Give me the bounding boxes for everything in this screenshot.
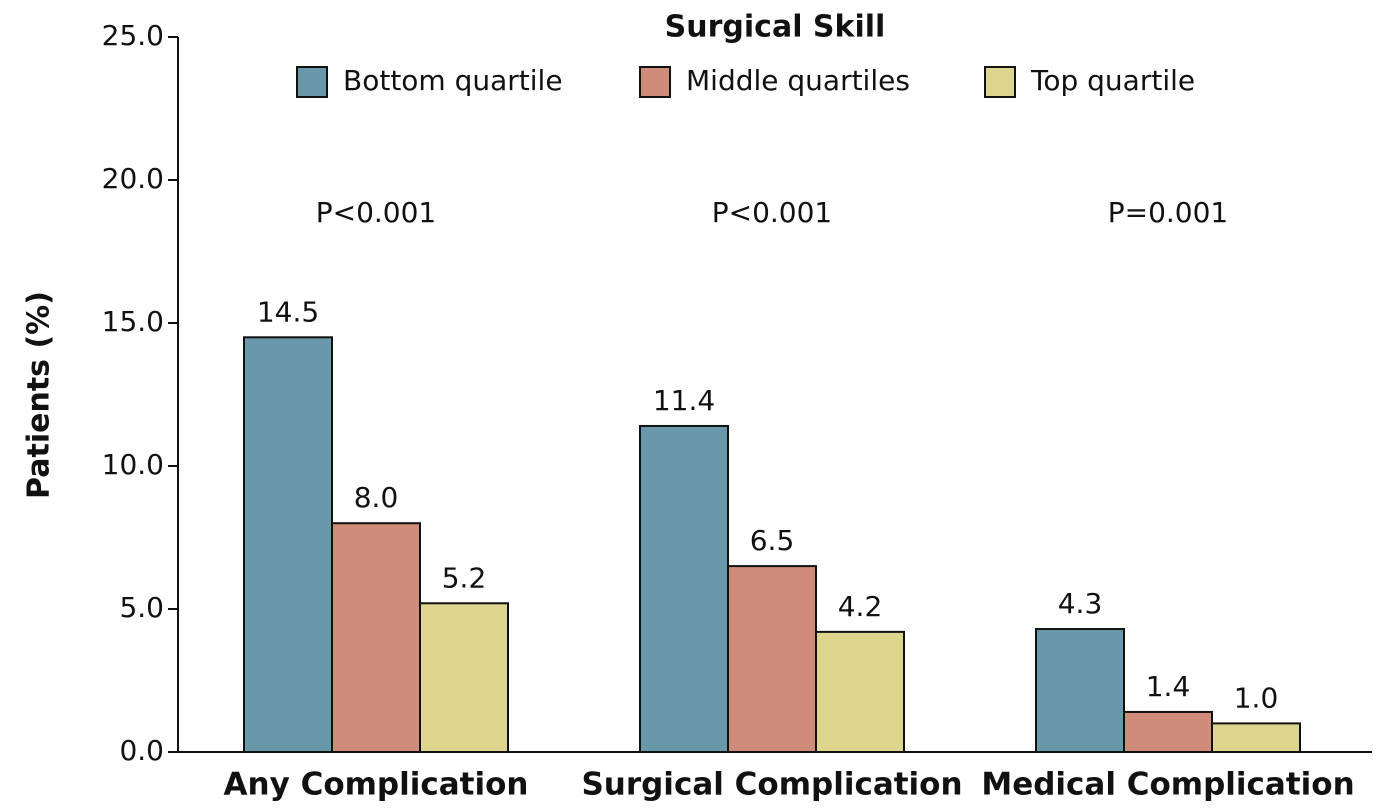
legend-swatch: [296, 66, 328, 98]
y-tick-label: 0.0: [119, 734, 164, 767]
annotation: P<0.001: [712, 196, 833, 229]
x-tick-label: Surgical Complication: [581, 767, 962, 803]
data-label: 4.3: [1058, 587, 1103, 620]
annotation: P<0.001: [316, 196, 437, 229]
bar: [1211, 722, 1301, 754]
data-label: 8.0: [354, 481, 399, 514]
bar: [419, 602, 509, 754]
bar: [815, 630, 905, 754]
annotation: P=0.001: [1108, 196, 1229, 229]
y-axis-label: Patients (%): [22, 291, 57, 499]
data-label: 1.4: [1146, 670, 1191, 703]
y-tick-label: 20.0: [102, 162, 164, 195]
legend-title: Surgical Skill: [665, 10, 886, 45]
bar: [639, 424, 729, 753]
x-tick-label: Any Complication: [224, 767, 529, 803]
data-label: 14.5: [257, 295, 319, 328]
bar: [1035, 628, 1125, 754]
x-tick-label: Medical Complication: [981, 767, 1354, 803]
y-tick-label: 15.0: [102, 305, 164, 338]
legend-label: Middle quartiles: [686, 64, 910, 97]
bar: [331, 522, 421, 754]
data-label: 11.4: [653, 384, 715, 417]
bar: [1123, 710, 1213, 754]
data-label: 5.2: [442, 561, 487, 594]
legend-swatch: [639, 66, 671, 98]
bar: [727, 565, 817, 753]
legend-label: Bottom quartile: [343, 64, 563, 97]
y-tick-label: 10.0: [102, 448, 164, 481]
data-label: 1.0: [1234, 681, 1279, 714]
y-tick-label: 25.0: [102, 19, 164, 52]
data-label: 4.2: [838, 590, 883, 623]
legend-label: Top quartile: [1030, 64, 1195, 97]
bar: [243, 336, 333, 753]
y-tick-label: 5.0: [119, 591, 164, 624]
data-label: 6.5: [750, 524, 795, 557]
legend-swatch: [984, 66, 1016, 98]
